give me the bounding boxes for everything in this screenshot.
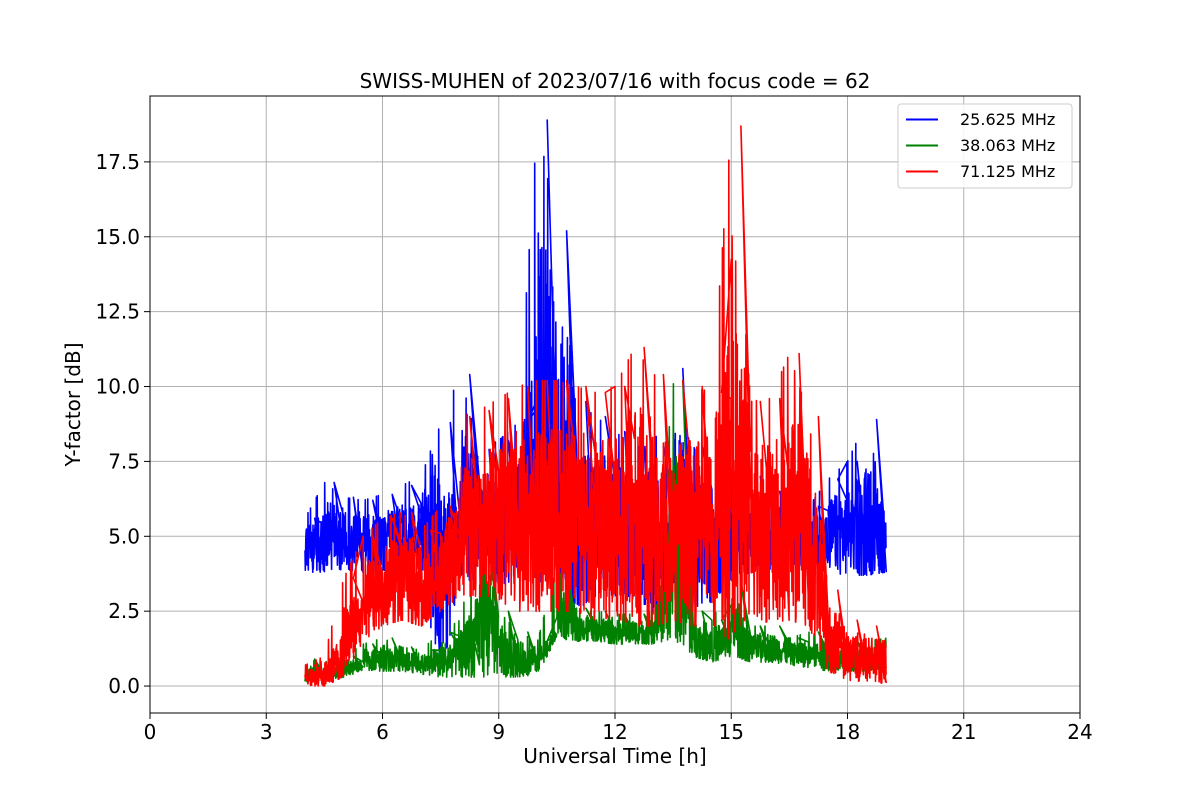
y-axis-ticks: 0.0 2.5 5.0 7.5 10.0 12.5 15.0 17.5 [95,150,150,698]
y-tick-label: 2.5 [108,599,140,623]
x-axis-ticks: 0 3 6 9 12 15 18 21 24 [144,713,1093,744]
chart-legend: 25.625 MHz 38.063 MHz 71.125 MHz [897,103,1073,189]
legend-label: 71.125 MHz [960,162,1055,181]
chart-title: SWISS-MUHEN of 2023/07/16 with focus cod… [360,69,871,93]
y-tick-label: 7.5 [108,449,140,473]
y-axis-label: Y-factor [dB] [61,342,85,467]
y-tick-label: 10.0 [95,375,140,399]
x-axis-label: Universal Time [h] [523,744,706,768]
legend-items: 25.625 MHz 38.063 MHz 71.125 MHz [906,110,1055,181]
x-tick-label: 24 [1067,720,1092,744]
y-tick-label: 0.0 [108,674,140,698]
series-line-2 [304,379,888,684]
legend-label: 25.625 MHz [960,110,1055,129]
y-tick-label: 5.0 [108,524,140,548]
x-tick-label: 3 [260,720,273,744]
x-tick-label: 12 [602,720,627,744]
x-tick-label: 21 [951,720,976,744]
y-tick-label: 15.0 [95,225,140,249]
y-tick-label: 17.5 [95,150,140,174]
x-tick-label: 9 [492,720,505,744]
x-tick-label: 18 [835,720,860,744]
x-tick-label: 15 [719,720,744,744]
legend-label: 38.063 MHz [960,136,1055,155]
legend-box [897,103,1073,189]
y-tick-label: 12.5 [95,300,140,324]
series-layer [304,119,888,687]
series-line-3 [304,125,888,687]
x-tick-label: 6 [376,720,389,744]
x-tick-label: 0 [144,720,157,744]
